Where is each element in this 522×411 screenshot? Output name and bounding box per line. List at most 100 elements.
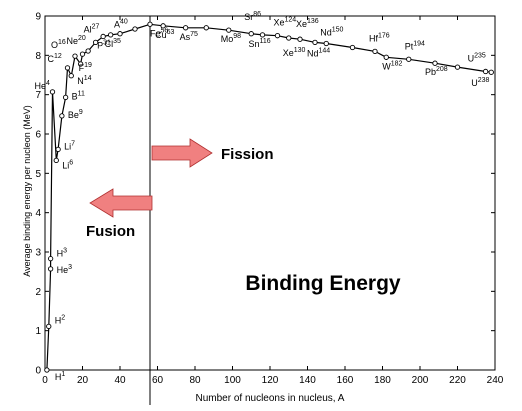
chart-curve xyxy=(44,21,494,373)
data-point xyxy=(259,32,266,38)
y-tick-label: 2 xyxy=(35,287,41,298)
x-axis-label: Number of nucleons in nucleus, A xyxy=(196,393,345,404)
data-point xyxy=(53,157,59,164)
y-tick-label: 7 xyxy=(35,90,41,101)
nuclide-label: Be9 xyxy=(68,109,83,120)
nuclide-label: H1 xyxy=(55,371,66,382)
nuclide-label: H2 xyxy=(55,314,66,325)
nuclide-label: Li6 xyxy=(62,159,73,170)
data-point xyxy=(92,39,99,46)
data-point xyxy=(68,73,74,79)
x-tick-label: 160 xyxy=(337,375,354,386)
x-tick-label: 140 xyxy=(299,375,316,386)
nuclide-label: As75 xyxy=(180,31,198,42)
y-tick-label: 4 xyxy=(35,208,41,219)
nuclide-label: N14 xyxy=(77,75,91,86)
x-tick-label: 100 xyxy=(224,375,241,386)
fusion-label: Fusion xyxy=(86,223,135,240)
chart-ticks: 0 20 40 60 80 100 120 140 160 180 200 220 240 0 1 2 3 4 5 6… xyxy=(35,12,503,387)
data-point xyxy=(59,113,65,119)
x-tick-label: 0 xyxy=(42,375,48,386)
data-point xyxy=(286,35,292,41)
nuclide-label: Al27 xyxy=(84,23,100,34)
fission-fusion-arrows xyxy=(89,138,213,218)
chart-point-labels: H1 H2 He3 H3 He4 Li6 Li7 Be9 B11 C12 N14 O16 F19 Ne20… xyxy=(35,11,490,382)
nuclide-label: F19 xyxy=(79,62,92,73)
x-tick-label: 120 xyxy=(262,375,279,386)
y-axis-label: Average binding energy per nucleon (MeV) xyxy=(22,105,32,276)
x-tick-label: 60 xyxy=(152,375,164,386)
nuclide-label: Sn116 xyxy=(249,38,271,49)
nuclide-label: P31 xyxy=(97,39,111,50)
data-point xyxy=(160,23,166,29)
data-point xyxy=(107,32,114,38)
data-point xyxy=(117,31,123,37)
data-point xyxy=(49,89,56,95)
data-point xyxy=(47,256,54,262)
y-tick-label: 0 xyxy=(35,366,41,377)
x-tick-label: 20 xyxy=(77,375,89,386)
nuclide-label: Xe130 xyxy=(283,47,306,58)
nuclide-label: Cl35 xyxy=(105,38,121,49)
binding-energy-line xyxy=(46,23,492,371)
nuclide-label: H3 xyxy=(57,248,68,259)
nuclide-label: Nd150 xyxy=(320,27,343,38)
data-point xyxy=(372,48,378,55)
nuclide-label: O16 xyxy=(51,39,66,50)
nuclide-label: U238 xyxy=(471,77,489,88)
nuclide-label: He3 xyxy=(57,264,73,275)
x-tick-label: 40 xyxy=(114,375,126,386)
data-point xyxy=(482,68,489,75)
y-tick-label: 3 xyxy=(35,248,41,259)
data-point xyxy=(248,31,254,37)
data-point xyxy=(44,367,50,373)
data-point xyxy=(47,266,54,272)
data-point xyxy=(85,48,91,54)
data-point xyxy=(72,53,78,59)
nuclide-label: A40 xyxy=(114,19,128,30)
data-point xyxy=(203,25,209,31)
data-point xyxy=(454,64,461,70)
x-tick-label: 200 xyxy=(412,375,429,386)
data-point xyxy=(383,54,389,60)
data-point xyxy=(323,40,329,47)
nuclide-label: W182 xyxy=(382,60,402,71)
data-point xyxy=(297,36,303,42)
data-point xyxy=(79,51,86,57)
nuclide-label: Ne20 xyxy=(67,35,86,46)
nuclide-label: Cu63 xyxy=(155,29,174,40)
nuclide-label: Li7 xyxy=(64,140,75,151)
x-tick-label: 180 xyxy=(374,375,391,386)
x-tick-label: 80 xyxy=(189,375,201,386)
data-point xyxy=(55,146,61,152)
data-point xyxy=(432,60,438,66)
nuclide-label: U235 xyxy=(468,52,486,63)
nuclide-label: Sr86 xyxy=(244,11,261,22)
data-point xyxy=(182,25,189,31)
data-point xyxy=(349,44,356,51)
data-point xyxy=(226,27,232,33)
data-point xyxy=(64,65,71,71)
y-tick-label: 6 xyxy=(35,130,41,141)
nuclide-label: He4 xyxy=(35,80,51,91)
data-point xyxy=(132,26,138,32)
data-point xyxy=(62,94,69,101)
data-point xyxy=(77,61,84,67)
data-point xyxy=(274,33,281,39)
data-point xyxy=(406,56,412,62)
nuclide-label: C12 xyxy=(48,53,62,64)
data-point xyxy=(488,69,494,75)
nuclide-label: Xe124 xyxy=(274,17,297,28)
fission-label: Fission xyxy=(221,146,274,163)
nuclide-label: Mo98 xyxy=(221,33,241,44)
data-point xyxy=(312,39,318,46)
nuclide-label: Fe56 xyxy=(150,27,168,38)
nuclide-label: Pt194 xyxy=(405,40,425,51)
y-tick-label: 9 xyxy=(35,12,41,23)
data-point xyxy=(100,33,106,40)
x-tick-label: 240 xyxy=(487,375,504,386)
y-tick-label: 8 xyxy=(35,51,41,62)
nuclide-label: B11 xyxy=(72,90,85,101)
nuclide-label: Xe136 xyxy=(296,18,319,29)
